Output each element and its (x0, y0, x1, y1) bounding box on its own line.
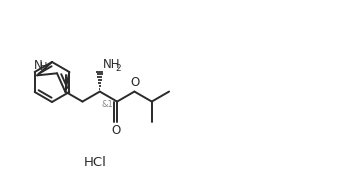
Text: HCl: HCl (84, 155, 107, 169)
Text: NH: NH (103, 58, 120, 70)
Text: 2: 2 (116, 63, 121, 72)
Text: N: N (34, 59, 42, 72)
Text: O: O (131, 76, 140, 89)
Text: &1: &1 (102, 100, 114, 109)
Text: O: O (112, 124, 121, 137)
Text: H: H (40, 62, 48, 72)
